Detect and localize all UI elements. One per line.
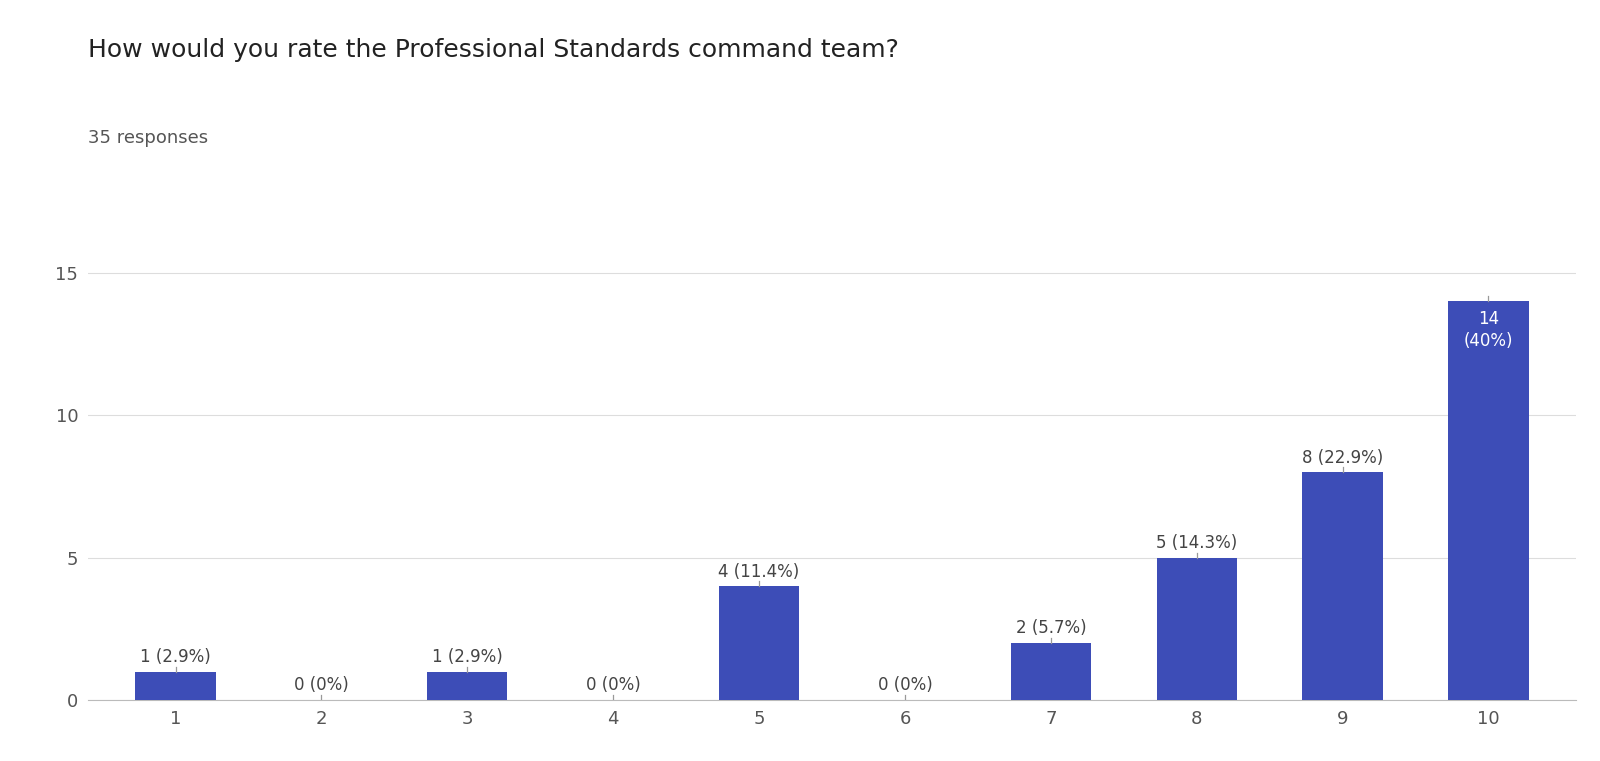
Bar [718,586,798,700]
Text: 2 (5.7%): 2 (5.7%) [1016,619,1086,638]
Bar [427,672,507,700]
Text: How would you rate the Professional Standards command team?: How would you rate the Professional Stan… [88,38,899,62]
Text: 8 (22.9%): 8 (22.9%) [1302,449,1384,466]
Text: 5 (14.3%): 5 (14.3%) [1157,534,1237,552]
Bar [1157,558,1237,700]
Bar [136,672,216,700]
Text: 1 (2.9%): 1 (2.9%) [141,648,211,666]
Text: 14
(40%): 14 (40%) [1464,310,1514,350]
Bar [1011,643,1091,700]
Text: 1 (2.9%): 1 (2.9%) [432,648,502,666]
Bar [1448,301,1528,700]
Text: 4 (11.4%): 4 (11.4%) [718,562,800,581]
Text: 0 (0%): 0 (0%) [294,677,349,695]
Text: 0 (0%): 0 (0%) [586,677,640,695]
Bar [1302,473,1382,700]
Text: 0 (0%): 0 (0%) [877,677,933,695]
Text: 35 responses: 35 responses [88,129,208,148]
